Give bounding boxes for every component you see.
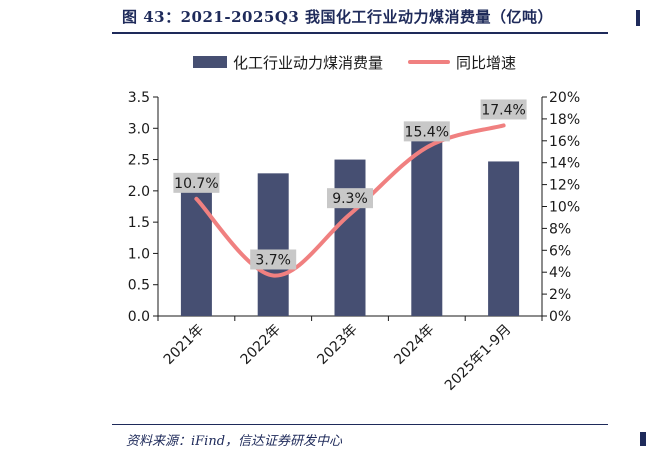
y-tick-label-right: 8% — [549, 221, 571, 237]
bar — [257, 173, 289, 316]
category-label: 2025年1-9月 — [442, 322, 514, 394]
y-tick-label-left: 1.5 — [128, 215, 150, 231]
data-label-box — [173, 172, 220, 193]
y-tick-label-right: 6% — [549, 243, 571, 259]
y-tick-label-left: 2.0 — [128, 184, 150, 200]
legend-line-label: 同比增速 — [456, 54, 516, 72]
y-tick-label-right: 12% — [549, 178, 580, 194]
y-tick-label-right: 14% — [549, 156, 580, 172]
y-tick-label-left: 3.0 — [128, 121, 150, 137]
data-label: 10.7% — [174, 176, 218, 192]
category-label: 2024年 — [391, 322, 437, 368]
category-label: 2021年 — [161, 322, 207, 368]
category-labels: 2021年 2022年 2023年 2024年 2025年1-9月 — [161, 322, 515, 394]
source-note: 资料来源：iFind，信达证券研发中心 — [126, 434, 343, 449]
data-label-box — [480, 99, 527, 120]
bar — [180, 185, 212, 316]
data-label: 3.7% — [255, 252, 291, 268]
bar — [411, 134, 443, 316]
legend: 化工行业动力煤消费量 同比增速 — [193, 54, 516, 72]
y-tick-label-left: 0.0 — [128, 309, 150, 325]
adjacent-figure-marker-bottom — [640, 432, 646, 446]
y-tick-label-right: 4% — [549, 265, 571, 281]
y-tick-label-left: 0.5 — [128, 278, 150, 294]
bars — [180, 134, 520, 316]
category-label: 2023年 — [314, 322, 360, 368]
legend-bar-label: 化工行业动力煤消费量 — [233, 54, 383, 72]
y-tick-label-right: 10% — [549, 200, 580, 216]
y-tick-label-left: 2.5 — [128, 153, 150, 169]
legend-bar-swatch — [193, 56, 227, 68]
y-tick-label-left: 3.5 — [128, 90, 150, 106]
figure-title: 图 43：2021-2025Q3 我国化工行业动力煤消费量（亿吨） — [122, 8, 554, 26]
adjacent-figure-marker — [636, 10, 640, 26]
bar — [334, 159, 366, 316]
axes: 0.0 0.5 1.0 1.5 2.0 2.5 3.0 3.5 0% 2% 4% 6% 8% 10% 12%… — [128, 90, 580, 325]
source-rule — [112, 424, 608, 425]
data-label: 9.3% — [332, 191, 368, 207]
y-tick-label-right: 2% — [549, 287, 571, 303]
data-label-box — [327, 188, 373, 209]
bar — [488, 161, 520, 316]
title-rule — [112, 32, 608, 34]
data-label-box — [250, 249, 297, 270]
y-tick-label-right: 0% — [549, 309, 571, 325]
data-labels: 10.7% 3.7% 9.3% 15.4% 17.4% — [173, 99, 527, 270]
data-label: 15.4% — [405, 124, 449, 140]
category-label: 2022年 — [238, 322, 284, 368]
y-tick-label-right: 18% — [549, 112, 580, 128]
data-label: 17.4% — [481, 102, 525, 118]
y-tick-label-right: 16% — [549, 134, 580, 150]
data-label-box — [403, 121, 450, 142]
y-tick-label-left: 1.0 — [128, 246, 150, 262]
y-tick-label-right: 20% — [549, 90, 580, 106]
